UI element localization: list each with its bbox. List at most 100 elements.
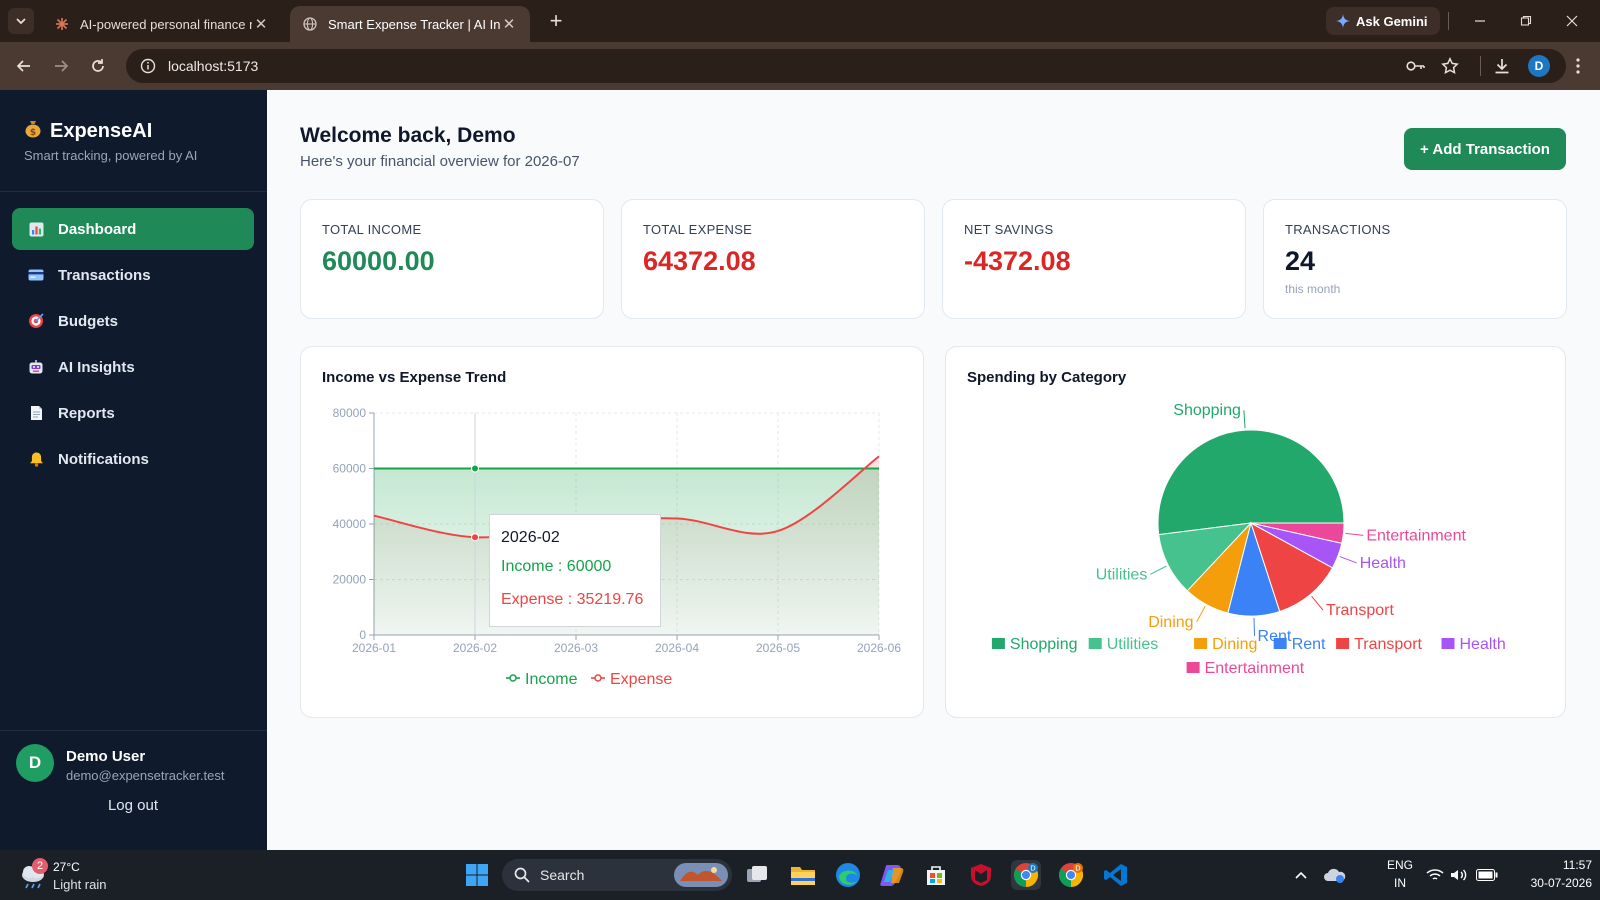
document-icon [28,405,44,421]
y-tick-label: 60000 [333,462,367,476]
task-view-icon[interactable] [742,860,772,890]
close-icon[interactable]: ✕ [254,16,268,33]
download-icon[interactable] [1490,54,1514,78]
y-tick-label: 80000 [333,406,367,420]
new-tab-button[interactable]: + [549,8,563,33]
sidebar-item-ai-insights[interactable]: AI Insights [12,346,254,388]
pie-label: Health [1360,555,1406,572]
pie-leader-line [1150,565,1167,575]
volume-icon[interactable] [1444,860,1474,890]
sidebar-item-label: Notifications [58,450,149,468]
tab-finance-chat[interactable]: AI-powered personal finance m ✕ [42,6,282,42]
pie-leader-line [1243,410,1246,429]
back-button[interactable] [10,52,38,80]
pie-label: Entertainment [1366,527,1466,544]
legend-label: Entertainment [1205,660,1305,677]
copilot-icon[interactable] [877,860,907,890]
brand-tagline: Smart tracking, powered by AI [24,148,198,163]
tooltip-income: Income : 60000 [501,558,612,575]
reload-button[interactable] [84,52,112,80]
sidebar-item-transactions[interactable]: Transactions [12,254,254,296]
logout-button[interactable]: Log out [107,797,159,814]
pie-label: Utilities [1096,566,1148,583]
profile-avatar[interactable]: D [1528,55,1550,77]
divider [0,191,267,192]
robot-icon [28,359,44,375]
edge-icon[interactable] [833,860,863,890]
stat-card-total-income: TOTAL INCOME 60000.00 [300,199,604,319]
bookmark-star-icon[interactable] [1438,54,1462,78]
sidebar-item-dashboard[interactable]: Dashboard [12,208,254,250]
close-window-button[interactable] [1558,8,1586,34]
sidebar-item-notifications[interactable]: Notifications [12,438,254,480]
chart-title: Income vs Expense Trend [322,369,507,386]
address-bar[interactable]: localhost:5173 [126,49,1566,83]
legend-label: Utilities [1107,636,1159,653]
legend-swatch [991,638,1005,649]
password-key-icon[interactable] [1404,54,1428,78]
gemini-icon [1336,14,1350,28]
forward-button[interactable] [47,52,75,80]
stat-label: TOTAL INCOME [322,222,422,237]
region-indicator[interactable]: IN [1394,876,1406,890]
page-title: Welcome back, Demo [300,124,516,147]
ask-gemini-button[interactable]: Ask Gemini [1326,7,1440,35]
pie-slice-entertainment [1250,522,1345,544]
svg-text:D: D [1030,865,1035,873]
stat-label: TOTAL EXPENSE [643,222,753,237]
mcafee-icon[interactable] [966,860,996,890]
legend-marker [594,674,602,682]
x-tick-label: 2026-04 [655,641,699,655]
stat-value: 60000.00 [322,246,435,276]
x-tick-label: 2026-05 [756,641,800,655]
add-transaction-button[interactable]: + Add Transaction [1404,128,1566,170]
globe-icon [302,16,318,32]
sidebar-item-reports[interactable]: Reports [12,392,254,434]
menu-kebab-icon[interactable] [1566,54,1590,78]
y-tick-label: 40000 [333,517,367,531]
brand-name: ExpenseAI [50,119,153,142]
battery-icon[interactable] [1472,860,1502,890]
taskbar: 2 27°C Light rain Search D D ENG IN [0,850,1600,900]
onedrive-sync-icon[interactable] [1320,860,1350,890]
brand: $ ExpenseAI [24,118,152,144]
wifi-icon[interactable] [1420,860,1450,890]
clock-date[interactable]: 30-07-2026 [1530,876,1592,890]
language-indicator[interactable]: ENG [1386,858,1413,872]
legend-label: Health [1460,636,1506,653]
chrome-icon[interactable]: D [1056,860,1086,890]
stat-value: 64372.08 [643,246,756,276]
sidebar-item-label: Transactions [58,266,151,284]
stat-card-net-savings: NET SAVINGS -4372.08 [942,199,1246,319]
close-icon[interactable]: ✕ [502,16,516,33]
search-highlight-image [674,863,728,887]
file-explorer-icon[interactable] [788,860,818,890]
url-text: localhost:5173 [168,58,259,74]
taskbar-search[interactable]: Search [502,859,732,891]
windows-start-icon[interactable] [462,860,492,890]
restore-button[interactable] [1512,8,1540,34]
minimize-button[interactable] [1466,8,1494,34]
y-tick-label: 0 [359,628,366,642]
site-info-icon[interactable] [138,56,158,76]
category-pie-chart[interactable]: ShoppingUtilitiesDiningRentTransportHeal… [946,347,1567,719]
user-name: Demo User [66,748,146,765]
vscode-icon[interactable] [1101,860,1131,890]
show-hidden-icons-chevron-icon[interactable] [1286,860,1316,890]
store-icon[interactable] [921,860,951,890]
pie-leader-line [1345,532,1364,536]
clock-time[interactable]: 11:57 [1562,858,1592,872]
legend-swatch [1194,638,1208,649]
pie-slice-transport [1250,521,1334,613]
tab-expense-tracker[interactable]: Smart Expense Tracker | AI Insig ✕ [290,6,530,42]
page-subtitle: Here's your financial overview for 2026-… [300,153,580,170]
card-icon [28,267,44,283]
divider [1448,12,1449,30]
tab-title: AI-powered personal finance m [80,16,252,32]
stat-card-total-expense: TOTAL EXPENSE 64372.08 [621,199,925,319]
pie-leader-line [1339,556,1357,564]
tab-search-button[interactable] [8,8,34,34]
chrome-icon[interactable]: D [1011,860,1041,890]
sidebar-item-budgets[interactable]: Budgets [12,300,254,342]
pie-label: Transport [1326,602,1394,619]
